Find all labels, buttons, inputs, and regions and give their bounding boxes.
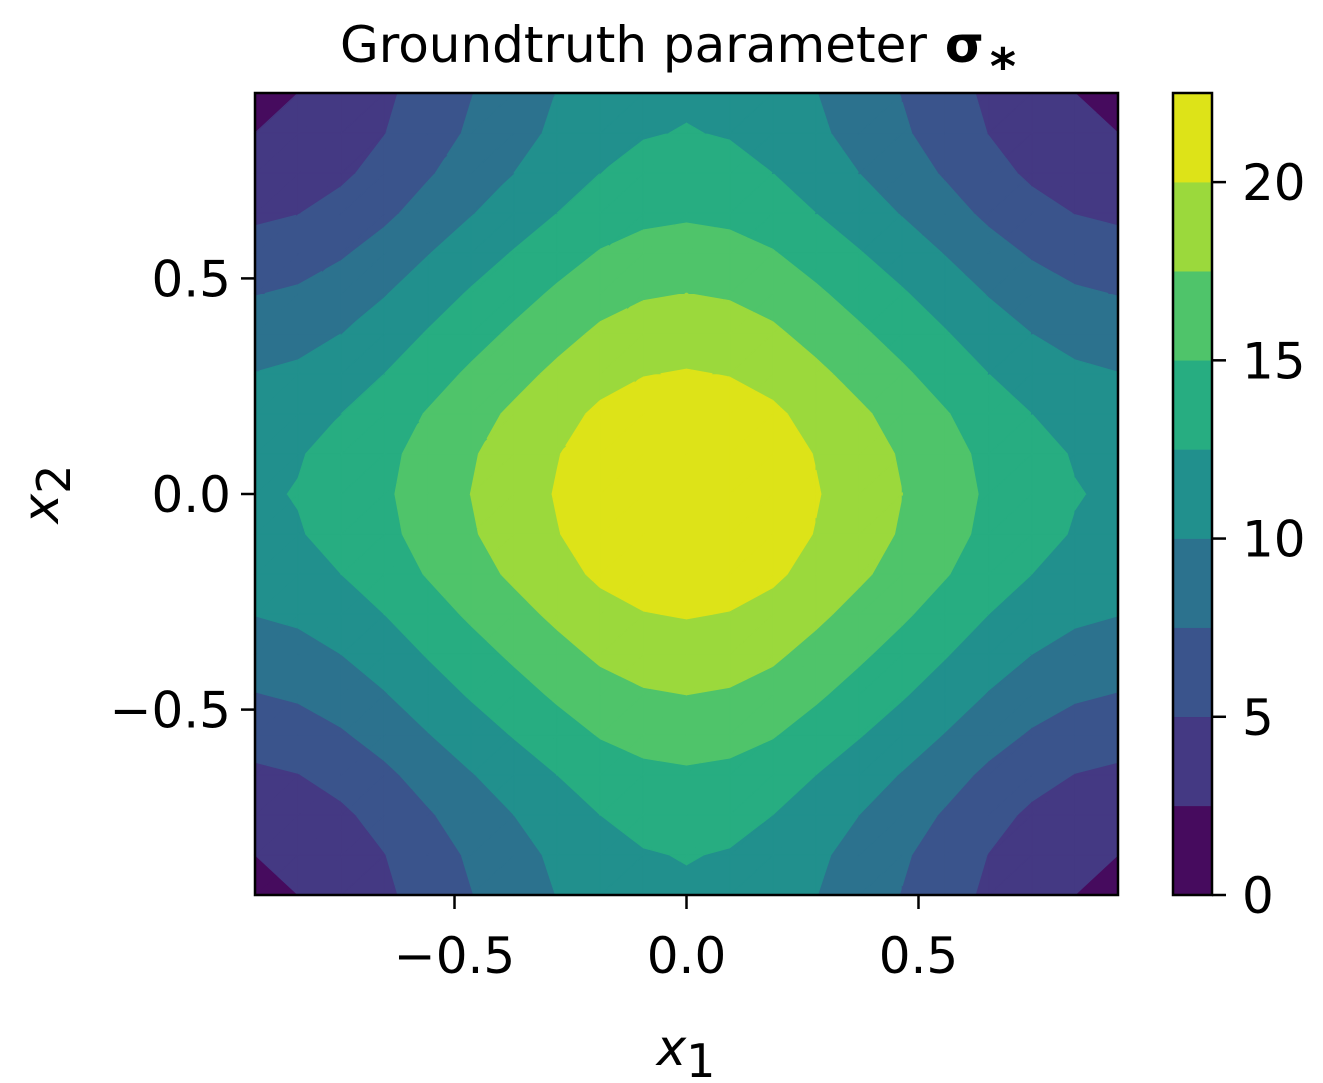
contour-fill xyxy=(988,226,1005,255)
contour-fill xyxy=(944,407,949,415)
contour-fill xyxy=(1074,91,1098,135)
contour-fill xyxy=(901,361,909,375)
contour-fill xyxy=(729,229,748,255)
x-tick-label: 0.0 xyxy=(647,927,727,985)
contour-fill xyxy=(297,333,342,375)
contour-fill xyxy=(858,399,867,415)
y-tick-label: 0.0 xyxy=(151,466,231,524)
colorbar-band xyxy=(1172,538,1213,628)
colorbar-band xyxy=(1172,360,1213,450)
contour-fill xyxy=(1074,476,1083,496)
colorbar-band xyxy=(1172,92,1213,183)
contour-fill xyxy=(513,212,558,255)
colorbar-tick-label: 10 xyxy=(1242,511,1306,569)
colorbar-tick-label: 0 xyxy=(1242,867,1274,925)
contour-fill xyxy=(901,286,907,295)
contour-fill xyxy=(599,381,636,415)
contour-fill xyxy=(858,248,863,255)
contour-fill xyxy=(1031,185,1050,215)
contour-fill xyxy=(772,172,796,215)
colorbar-tick-label: 20 xyxy=(1242,154,1306,212)
contour-fill xyxy=(599,308,628,335)
x-axis-label: x1 xyxy=(655,1019,716,1083)
contour-fill xyxy=(1074,359,1088,375)
x-tick-label: 0.5 xyxy=(879,927,959,985)
contour-fill xyxy=(1031,412,1052,456)
contour-fill xyxy=(988,372,1011,415)
contour-fill xyxy=(729,139,750,175)
contour-fill xyxy=(944,180,962,215)
contour-fill xyxy=(815,357,825,375)
contour-fill xyxy=(944,255,966,295)
colorbar-border xyxy=(1171,91,1214,897)
colorbar-band xyxy=(1172,716,1213,807)
contour-fill xyxy=(1074,284,1084,295)
contour-fill xyxy=(858,171,881,215)
plot-area: −0.5 0.0 0.5 −0.5 0.0 0.5 xyxy=(110,91,1120,985)
title-subscript: * xyxy=(990,38,1016,96)
contour-fill xyxy=(815,469,821,496)
y-label-sub: 2 xyxy=(27,465,81,494)
x-tick-label: −0.5 xyxy=(394,927,515,985)
contour-fill xyxy=(686,222,716,255)
y-label-base: x xyxy=(12,493,70,525)
colorbar-tick-label: 5 xyxy=(1242,689,1274,747)
y-tick-label: 0.5 xyxy=(151,250,231,308)
contour-fill xyxy=(1074,214,1109,255)
colorbar-tick-label: 15 xyxy=(1242,332,1306,390)
title-text: Groundtruth parameter xyxy=(340,16,927,74)
contour-fill xyxy=(944,327,949,335)
contour-fill xyxy=(772,320,781,335)
contour-fill xyxy=(1031,259,1055,295)
contour-fill xyxy=(1031,332,1059,375)
contour-fill xyxy=(901,216,923,255)
y-tick-label: −0.5 xyxy=(110,682,231,740)
contour-fill xyxy=(599,244,610,255)
colorbar-band xyxy=(1172,449,1213,539)
colorbar-band xyxy=(1172,270,1213,361)
colorbar-band xyxy=(1172,181,1213,272)
contour-fill xyxy=(686,122,694,135)
contour-fill xyxy=(901,101,911,135)
y-axis-label: x2 xyxy=(12,465,81,526)
contour-fill xyxy=(642,224,676,255)
colorbar-band xyxy=(1172,627,1213,718)
x-label-sub: 1 xyxy=(686,1034,715,1083)
contour-fill xyxy=(772,399,781,415)
contour-fill xyxy=(815,212,840,255)
chart-title: Groundtruth parameter σ * xyxy=(340,16,1016,96)
contour-fill xyxy=(729,376,756,415)
contour-fill xyxy=(858,320,867,335)
title-symbol: σ xyxy=(945,16,984,74)
contour-fill xyxy=(729,299,754,335)
contour-fill xyxy=(988,296,1010,335)
x-label-base: x xyxy=(655,1019,687,1077)
contour-fill xyxy=(297,270,323,295)
contour-fill xyxy=(772,248,777,255)
contour-fill xyxy=(815,282,823,295)
contour-fill xyxy=(686,368,692,375)
colorbar-band xyxy=(1172,805,1213,896)
colorbar: 0 5 10 15 20 xyxy=(1171,91,1306,925)
contour-fill xyxy=(988,133,1007,175)
